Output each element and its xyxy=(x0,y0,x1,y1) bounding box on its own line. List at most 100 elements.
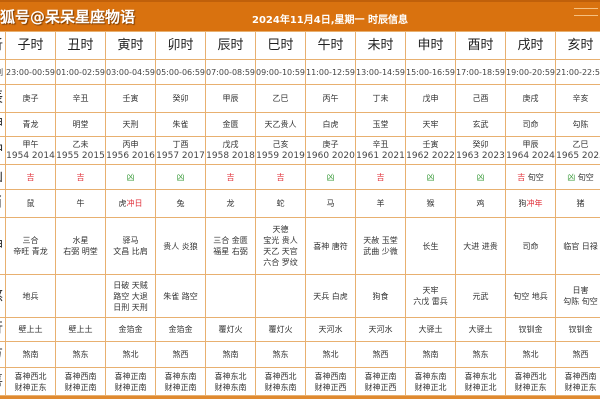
fortune-cell: 吉 xyxy=(5,164,56,190)
fortune-mark: 凶 xyxy=(567,172,576,182)
cell-line: 长生 xyxy=(422,241,439,251)
cell-line: 喜神东南 xyxy=(414,371,447,381)
auspicious-gods-cell: 水星 右弼 明堂 xyxy=(55,217,106,275)
zodiac-cell: 龙 xyxy=(205,189,256,218)
inauspicious-spirits-cell: 旬空 地兵 xyxy=(505,274,556,318)
zodiac-animal: 虎 xyxy=(118,199,127,208)
zodiac-cell: 蛇 xyxy=(255,189,306,218)
cell-line: 武曲 少微 xyxy=(363,247,398,256)
shichen-name-cell: 申时 xyxy=(405,31,456,60)
cell-line: 喜神西北 xyxy=(264,371,297,381)
fortune-extra: 旬空 xyxy=(527,172,544,182)
auspicious-gods-cell: 长生 xyxy=(405,217,456,275)
ganzhi-cell: 丁未 xyxy=(355,84,406,113)
cell-line: 六合 罗纹 xyxy=(263,258,298,267)
fortune-cell: 吉 xyxy=(255,164,306,190)
clash-cell: 甲辰 1964 2024 xyxy=(505,136,556,165)
fortune-mark: 吉 xyxy=(76,172,85,182)
fortune-cell: 吉 xyxy=(55,164,106,190)
time-range-cell: 13:00-14:59 xyxy=(355,59,406,85)
shichen-name-cell: 午时 xyxy=(305,31,356,60)
cell-line: 元武 xyxy=(472,291,489,301)
clash-years: 1962 2022 xyxy=(406,151,455,161)
zodiac-animal: 鼠 xyxy=(26,199,35,208)
god-directions-cell: 喜神西北 财神正东 xyxy=(5,367,56,396)
cell-line: 喜神东北 xyxy=(464,371,497,381)
fortune-cell: 凶 xyxy=(155,164,206,190)
row-god-directions: 喜喜神西北财神正东喜神西南财神正南喜神正南财神正南喜神东南财神正南喜神东北财神东… xyxy=(0,367,600,396)
five-elements-cell: 大驿土 xyxy=(405,317,456,342)
cell-line: 路空 大退 xyxy=(113,291,148,301)
god-directions-cell: 喜神西北 财神东南 xyxy=(255,367,306,396)
shichen-name-cell: 寅时 xyxy=(105,31,156,60)
inauspicious-spirits-cell: 朱雀 路空 xyxy=(155,274,206,318)
zodiac-animal: 羊 xyxy=(376,199,385,208)
zodiac-cell: 虎冲日 xyxy=(105,189,156,218)
cell-line: 日刑 天刑 xyxy=(113,302,148,312)
fortune-cell: 吉 旬空 xyxy=(505,164,556,190)
god-directions-cell: 喜神东南 财神正北 xyxy=(405,367,456,396)
clash-years: 1956 2016 xyxy=(106,151,155,161)
five-elements-cell: 天河水 xyxy=(305,317,356,342)
cell-line: 喜神西北 xyxy=(514,371,547,381)
clash-years: 1965 2025 xyxy=(556,151,600,161)
clash-cell: 辛丑 1961 2021 xyxy=(355,136,406,165)
auspicious-gods-cell: 驿马 文昌 比肩 xyxy=(105,217,156,275)
time-range-cell: 23:00-00:59 xyxy=(5,59,56,85)
row-fortune: 凶吉吉凶凶吉吉凶吉凶凶吉 旬空凶 旬空 xyxy=(0,164,600,190)
fortune-mark: 凶 xyxy=(476,172,485,182)
zodiac-cell: 马 xyxy=(305,189,356,218)
clash-years: 1963 2023 xyxy=(456,151,505,161)
cell-line: 财神正东 xyxy=(514,382,547,392)
row-zodiac: 肖鼠牛虎冲日兔龙蛇马羊猴鸡狗冲年猪 xyxy=(0,189,600,218)
clash-cell: 甲午 1954 2014 xyxy=(5,136,56,165)
time-range-cell: 01:00-02:59 xyxy=(55,59,106,85)
row-sha-direction: 方煞南煞东煞北煞西煞南煞东煞北煞西煞南煞东煞北煞西 xyxy=(0,341,600,368)
shichen-name-cell: 子时 xyxy=(5,31,56,60)
auspicious-gods-cell: 天德 宝光 贵人 天乙 天官 六合 罗纹 xyxy=(255,217,306,275)
zodiac-animal: 马 xyxy=(326,199,335,208)
sha-direction-cell: 煞东 xyxy=(255,341,306,368)
fortune-mark: 凶 xyxy=(176,172,185,182)
ganzhi-cell: 庚戌 xyxy=(505,84,556,113)
ganzhi-cell: 壬寅 xyxy=(105,84,156,113)
sha-direction-cell: 煞北 xyxy=(105,341,156,368)
time-range-cell: 19:00-20:59 xyxy=(505,59,556,85)
day-god-cell: 司命 xyxy=(505,112,556,137)
god-directions-cell: 喜神西南 财神正南 xyxy=(55,367,106,396)
cell-line: 三合 金匮 xyxy=(213,236,248,245)
cell-line: 右弼 明堂 xyxy=(63,247,98,256)
sha-direction-cell: 煞东 xyxy=(455,341,506,368)
zodiac-animal: 蛇 xyxy=(276,199,285,208)
zodiac-cell: 牛 xyxy=(55,189,106,218)
cell-line: 地兵 xyxy=(22,291,39,301)
fortune-mark: 吉 xyxy=(276,172,285,182)
fortune-cell: 凶 xyxy=(105,164,156,190)
ganzhi-cell: 乙巳 xyxy=(255,84,306,113)
sha-direction-cell: 煞北 xyxy=(505,341,556,368)
cell-line: 喜神西南 xyxy=(314,371,347,381)
cell-line: 贵人 炎狼 xyxy=(163,241,198,251)
sha-direction-cell: 煞南 xyxy=(205,341,256,368)
bottom-border xyxy=(0,396,600,399)
shichen-name-cell: 戌时 xyxy=(505,31,556,60)
cell-line: 天兵 白虎 xyxy=(313,291,348,301)
zodiac-animal: 猪 xyxy=(576,199,585,208)
auspicious-gods-cell: 临官 日禄 xyxy=(555,217,600,275)
clash-years: 1957 2017 xyxy=(156,151,205,161)
clash-ganzhi: 乙巳 xyxy=(572,140,589,149)
inauspicious-spirits-cell: 狗食 xyxy=(355,274,406,318)
sha-direction-cell: 煞西 xyxy=(155,341,206,368)
clash-cell: 癸卯 1963 2023 xyxy=(455,136,506,165)
cell-line: 朱雀 路空 xyxy=(163,291,198,301)
fortune-cell: 凶 xyxy=(405,164,456,190)
fortune-cell: 凶 旬空 xyxy=(555,164,600,190)
shichen-name-cell: 卯时 xyxy=(155,31,206,60)
cell-line: 喜神西北 xyxy=(14,371,47,381)
cell-line: 财神正北 xyxy=(464,382,497,392)
ganzhi-cell: 辛丑 xyxy=(55,84,106,113)
cell-line: 喜神 唐符 xyxy=(313,241,348,251)
row-five-elements: 行壁上土壁上土金箔金金箔金覆灯火覆灯火天河水天河水大驿土大驿土钗钏金钗钏金 xyxy=(0,317,600,342)
ganzhi-cell: 戊申 xyxy=(405,84,456,113)
